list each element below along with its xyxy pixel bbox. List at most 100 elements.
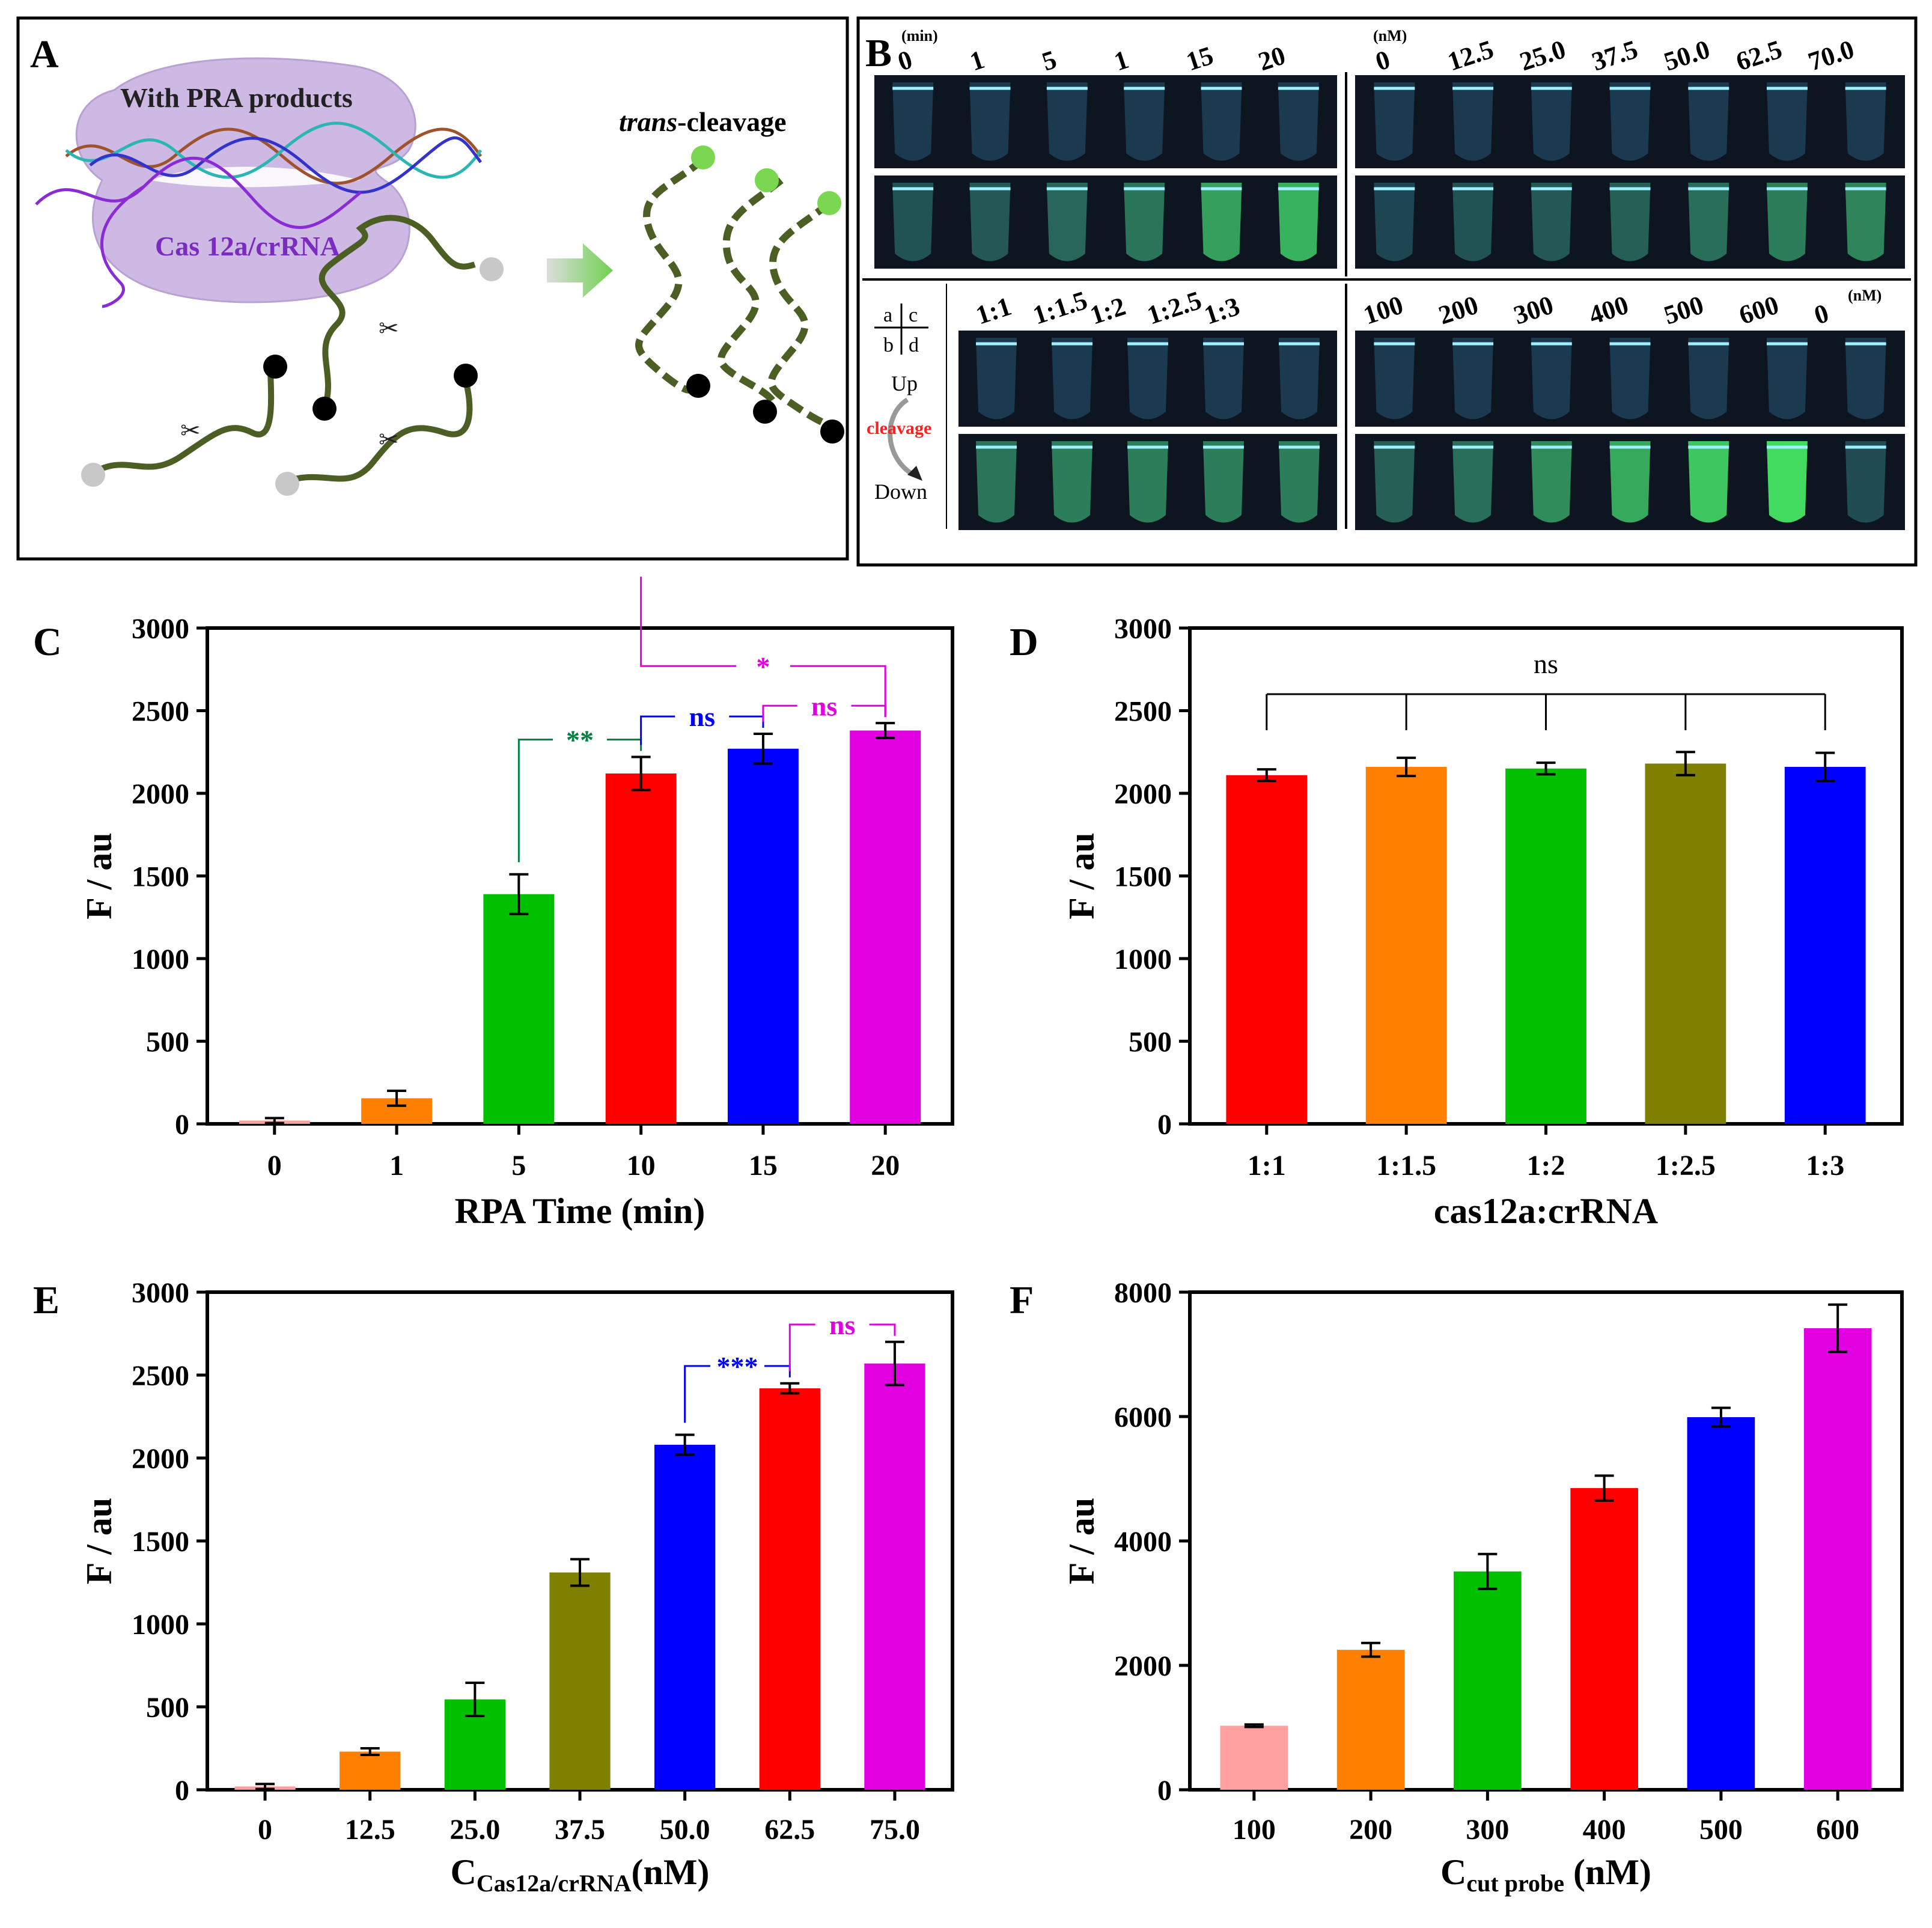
fluorophore-dot — [81, 463, 105, 487]
x-tick-label: 1 — [389, 1150, 404, 1182]
fluorophore-green-dot — [817, 191, 841, 215]
bar — [1454, 1571, 1522, 1790]
y-axis-label: F / au — [1062, 1498, 1102, 1584]
sig-label: *** — [716, 1351, 758, 1382]
fluorophore-green-dot — [755, 168, 779, 192]
tube-mark — [1279, 338, 1320, 419]
panel-letter: F — [1010, 1278, 1034, 1322]
strip-time-up — [874, 75, 1337, 168]
x-tick-label: 5 — [511, 1150, 526, 1182]
x-tick-label: 25.0 — [449, 1814, 500, 1846]
tube-mark — [1374, 441, 1415, 523]
x-tick-label: 1:1.5 — [1376, 1150, 1436, 1182]
tube-mark — [1688, 82, 1729, 161]
tube-mark — [1452, 82, 1494, 161]
tube-mark — [1201, 183, 1242, 261]
sig-label: ** — [566, 725, 594, 755]
tube-mark — [1845, 441, 1886, 523]
tube-mark — [1766, 441, 1808, 523]
y-tick-label: 3000 — [132, 1277, 189, 1309]
tube-mark — [1531, 183, 1572, 261]
tube-mark — [1452, 183, 1494, 261]
x-tick-label: 1:2 — [1527, 1150, 1565, 1182]
y-tick-label: 500 — [146, 1027, 189, 1058]
fluorophore-dot — [275, 472, 299, 496]
tube-mark — [892, 82, 934, 161]
quencher-dot — [686, 374, 710, 398]
cleaved-fragments — [635, 156, 839, 433]
sig-label-bg — [736, 651, 790, 682]
bar — [1505, 768, 1586, 1124]
y-tick-label: 1500 — [1114, 861, 1172, 893]
sig-label-bg — [815, 1309, 870, 1340]
sig-label: ns — [689, 701, 715, 732]
quencher-dot — [263, 355, 287, 379]
y-axis-label: F / au — [1062, 832, 1102, 919]
tube-mark — [1203, 338, 1244, 419]
bar — [1365, 767, 1447, 1124]
x-tick-label: 12.5 — [345, 1814, 395, 1846]
label-with-pra-products: With PRA products — [120, 82, 353, 113]
y-tick-label: 2000 — [132, 1443, 189, 1475]
x-tick-label: 20 — [871, 1150, 900, 1182]
y-tick-label: 2500 — [132, 1360, 189, 1392]
y-tick-label: 2000 — [132, 778, 189, 810]
y-tick-label: 500 — [1129, 1027, 1172, 1058]
tube-mark — [1609, 441, 1651, 523]
bar — [605, 773, 677, 1124]
x-tick-label: 37.5 — [555, 1814, 605, 1846]
unit-min-label: (min) — [901, 27, 938, 44]
quencher-dot — [454, 364, 478, 388]
tube-mark — [1127, 441, 1168, 523]
curved-arrow-icon — [888, 397, 915, 477]
x-tick-label: 75.0 — [870, 1814, 920, 1846]
x-tick-label: 600 — [1816, 1814, 1859, 1846]
x-tick-label: 200 — [1349, 1814, 1392, 1846]
x-tick-label: 15 — [749, 1150, 778, 1182]
tube-mark — [1845, 338, 1886, 419]
y-tick-label: 0 — [1157, 1775, 1172, 1807]
tube-mark — [1279, 441, 1320, 523]
svg-text:Up: Up — [891, 371, 918, 395]
svg-text:a: a — [883, 304, 892, 326]
svg-text:d: d — [909, 334, 919, 356]
unit-nm-label: (nM) — [1848, 287, 1882, 304]
dna-helix-2 — [65, 121, 483, 179]
y-tick-label: 1000 — [132, 944, 189, 975]
tube-mark — [1531, 338, 1572, 419]
bar — [654, 1444, 716, 1790]
fluorophore-green-dot — [691, 145, 715, 169]
y-axis-label: F / au — [79, 1498, 119, 1584]
sig-label: ns — [811, 691, 837, 721]
tube-mark — [1124, 82, 1165, 161]
sig-label-bg — [710, 1350, 764, 1381]
tube-mark — [1052, 441, 1092, 523]
x-tick-label: 400 — [1583, 1814, 1626, 1846]
x-tick-label: 10 — [627, 1150, 656, 1182]
y-axis-label: F / au — [79, 832, 119, 919]
bar — [340, 1751, 401, 1790]
y-tick-label: 2000 — [1114, 1650, 1172, 1682]
x-tick-label: 300 — [1466, 1814, 1509, 1846]
quencher-dot — [312, 397, 337, 421]
sig-label: * — [756, 651, 770, 682]
plot-frame — [1188, 1290, 1904, 1792]
bar — [1570, 1488, 1638, 1790]
bar — [864, 1363, 925, 1790]
reaction-arrow-icon — [547, 243, 613, 297]
bar — [1687, 1417, 1755, 1790]
fluorophore-dot — [480, 257, 504, 281]
tube-mark — [976, 441, 1017, 523]
y-tick-label: 0 — [1157, 1109, 1172, 1141]
y-tick-label: 3000 — [1114, 613, 1172, 645]
bar — [850, 730, 921, 1124]
y-tick-label: 2500 — [132, 696, 189, 728]
strip-time-down — [874, 175, 1337, 269]
tube-mark — [1531, 82, 1572, 161]
tube-mark — [1203, 441, 1244, 523]
bar — [1336, 1650, 1405, 1790]
tube-mark — [1845, 82, 1886, 161]
tube-mark — [969, 183, 1011, 261]
bar — [549, 1572, 611, 1790]
